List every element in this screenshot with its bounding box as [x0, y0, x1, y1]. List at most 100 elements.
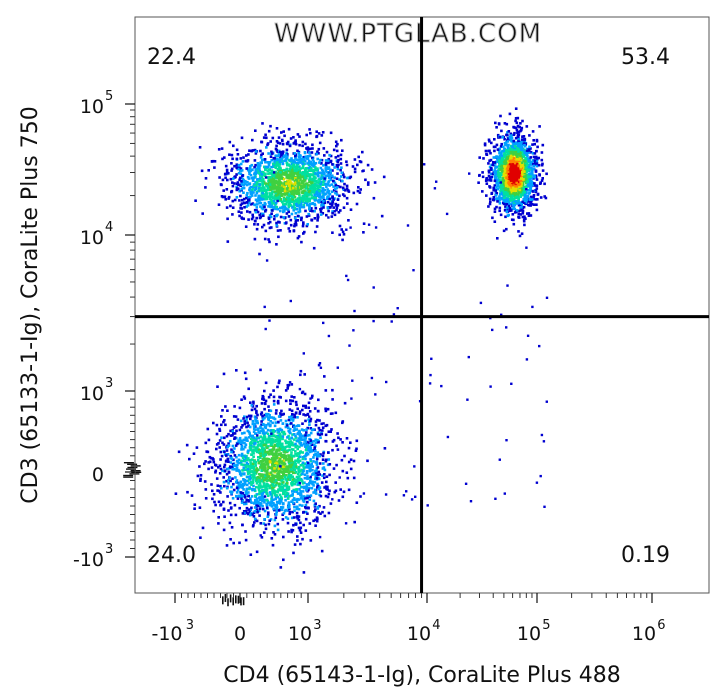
- event-dot: [238, 214, 241, 218]
- event-dot: [232, 177, 235, 180]
- event-dot: [282, 199, 286, 203]
- event-dot: [313, 162, 316, 165]
- event-dot: [513, 131, 516, 135]
- event-dot: [317, 511, 320, 514]
- event-dot: [352, 476, 356, 480]
- event-dot: [248, 188, 251, 192]
- event-dot: [310, 196, 314, 200]
- event-dot: [510, 170, 514, 174]
- event-dot: [515, 121, 519, 125]
- event-dot: [327, 166, 331, 169]
- event-dot: [246, 479, 250, 483]
- event-dot: [505, 157, 509, 161]
- event-dot: [318, 181, 321, 184]
- event-dot: [222, 480, 226, 484]
- event-dot: [267, 177, 271, 181]
- event-dot: [309, 202, 312, 206]
- event-dot: [259, 413, 263, 416]
- event-dot: [245, 479, 248, 483]
- event-dot: [286, 521, 290, 525]
- event-dot: [223, 156, 226, 159]
- event-dot: [227, 195, 231, 199]
- event-dot: [514, 148, 518, 151]
- event-dot: [250, 194, 254, 197]
- event-dot: [521, 135, 524, 138]
- event-dot: [223, 465, 226, 469]
- event-dot: [366, 163, 370, 167]
- event-dot: [540, 151, 544, 154]
- event-dot: [301, 463, 304, 466]
- event-dot: [240, 183, 244, 186]
- event-dot: [270, 443, 273, 446]
- event-dot: [519, 177, 523, 180]
- event-dot: [261, 122, 264, 125]
- event-dot: [313, 488, 317, 492]
- event-dot: [296, 181, 299, 185]
- event-dot: [276, 172, 280, 175]
- event-dot: [529, 150, 533, 154]
- event-dot: [524, 179, 527, 183]
- event-dot: [512, 133, 516, 136]
- event-dot: [267, 458, 270, 462]
- event-dot: [224, 405, 227, 408]
- event-dot: [291, 492, 294, 496]
- event-dot: [529, 163, 533, 166]
- event-dot: [499, 176, 502, 179]
- event-dot: [496, 148, 500, 151]
- event-dot: [316, 157, 319, 161]
- event-dot: [523, 143, 526, 147]
- event-dot: [272, 395, 276, 399]
- event-dot: [517, 158, 521, 161]
- event-dot: [282, 558, 285, 562]
- event-dot: [332, 438, 336, 442]
- event-dot: [293, 207, 296, 210]
- event-dot: [260, 194, 264, 197]
- event-dot: [319, 490, 322, 493]
- event-dot: [301, 191, 305, 195]
- event-dot: [248, 210, 252, 214]
- event-dot: [257, 197, 260, 200]
- event-dot: [247, 508, 251, 511]
- event-dot: [296, 174, 300, 177]
- event-dot: [235, 157, 239, 161]
- event-dot: [247, 218, 250, 221]
- event-dot: [295, 192, 299, 196]
- event-dot: [273, 158, 276, 162]
- event-dot: [268, 434, 271, 438]
- event-dot: [295, 403, 298, 407]
- event-dot: [272, 199, 276, 203]
- event-dot: [299, 157, 302, 161]
- event-dot: [347, 446, 351, 450]
- event-dot: [293, 196, 297, 199]
- event-dot: [495, 205, 498, 209]
- event-dot: [231, 206, 235, 209]
- event-dot: [217, 203, 221, 206]
- event-dot: [227, 471, 231, 474]
- event-dot: [516, 147, 520, 150]
- event-dot: [240, 211, 243, 214]
- event-dot: [274, 421, 278, 424]
- event-dot: [302, 205, 306, 209]
- event-dot: [285, 196, 289, 199]
- event-dot: [301, 196, 305, 199]
- event-dot: [257, 509, 261, 513]
- event-dot: [268, 409, 271, 412]
- event-dot: [367, 181, 370, 184]
- event-dot: [262, 171, 265, 175]
- event-dot: [292, 523, 295, 527]
- event-dot: [254, 432, 258, 435]
- event-dot: [316, 171, 320, 175]
- event-dot: [498, 147, 502, 150]
- event-dot: [278, 502, 282, 505]
- event-dot: [323, 201, 327, 205]
- event-dot: [504, 215, 507, 219]
- event-dot: [322, 188, 325, 191]
- event-dot: [269, 215, 273, 219]
- event-dot: [213, 160, 217, 163]
- event-dot: [517, 212, 521, 216]
- event-dot: [236, 460, 239, 463]
- event-dot: [322, 199, 325, 203]
- event-dot: [227, 432, 230, 436]
- event-dot: [315, 461, 319, 465]
- event-dot: [223, 195, 227, 198]
